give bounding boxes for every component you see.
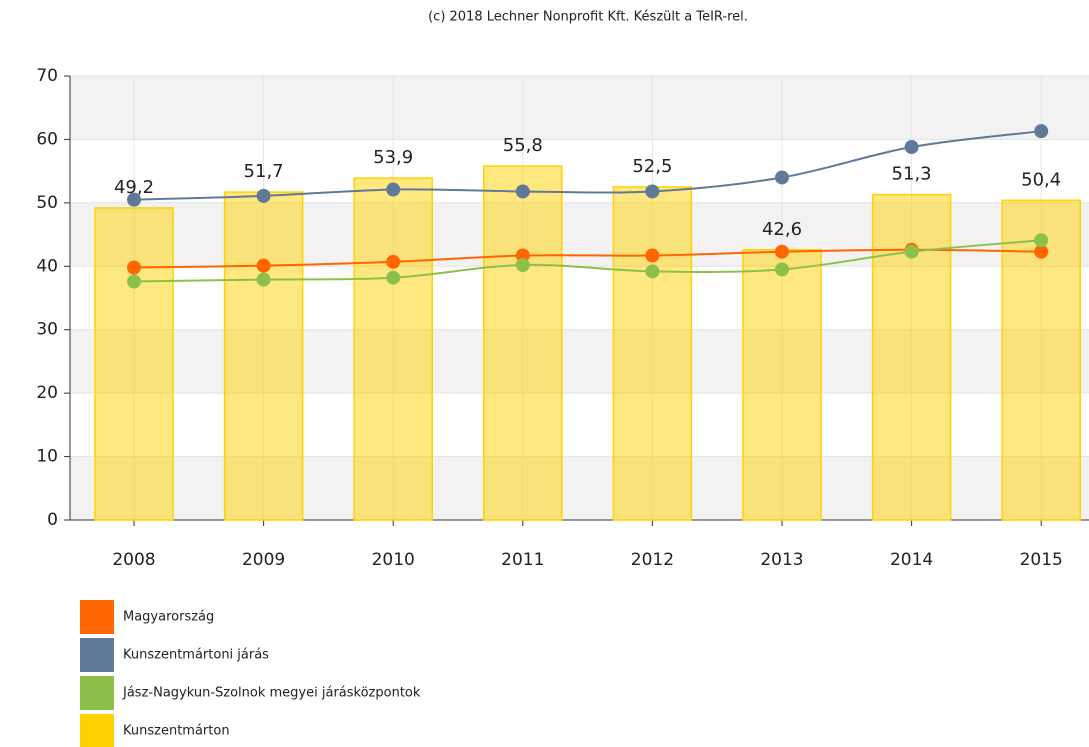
point [904,244,919,259]
bar [742,249,822,521]
point [645,264,660,279]
chart-subtitle: (c) 2018 Lechner Nonprofit Kft. Készült … [428,10,748,25]
y-tick-label: 40 [36,256,58,276]
bar [353,177,433,521]
legend-label: Kunszentmártoni járás [123,648,269,663]
point [515,184,530,199]
point [645,184,660,199]
point [515,258,530,273]
value-label: 50,4 [1021,169,1061,190]
y-tick-label: 60 [36,129,58,149]
value-label: 51,3 [892,164,932,185]
value-label: 49,2 [114,177,154,198]
value-label: 51,7 [244,161,284,182]
point [386,254,401,269]
bar [483,165,563,521]
line [133,248,1042,269]
x-tick-label: 2010 [372,550,415,570]
point [386,182,401,197]
bar [94,207,174,521]
y-tick-label: 10 [36,447,58,467]
x-tick-label: 2009 [242,550,285,570]
legend-swatch [80,676,114,710]
point [127,260,141,275]
line [133,130,1042,201]
legend-swatch [80,714,114,747]
x-tick-label: 2011 [501,550,544,570]
x-tick-label: 2015 [1020,550,1063,570]
point [775,262,789,277]
legend-label: Jász-Nagykun-Szolnok megyei járásközpont… [122,686,421,701]
bar [223,191,304,521]
point [256,188,271,203]
point [386,270,401,285]
point [1034,233,1049,248]
legend-label: Magyarország [123,610,214,625]
line [133,239,1042,283]
grid-band [70,76,1089,140]
x-tick-label: 2008 [112,550,155,570]
point [904,140,919,155]
point [775,170,789,185]
value-label: 42,6 [762,219,802,240]
legend-swatch [80,638,114,672]
point [1034,124,1049,139]
point [127,274,141,289]
point [1034,244,1049,259]
y-tick-label: 50 [36,193,58,213]
value-label: 53,9 [373,147,413,168]
x-tick-label: 2012 [631,550,674,570]
point [256,272,271,287]
value-label: 55,8 [503,135,543,156]
bar [612,186,693,521]
point [256,258,271,273]
y-tick-label: 70 [36,66,58,86]
point [127,192,141,207]
legend-swatch [80,600,114,634]
y-tick-label: 20 [36,383,58,403]
y-tick-label: 30 [36,320,58,340]
point [775,244,789,259]
legend-label: Kunszentmárton [123,724,230,739]
y-tick-label: 0 [47,510,58,530]
x-tick-label: 2013 [760,550,803,570]
x-tick-label: 2014 [890,550,933,570]
point [645,248,660,263]
value-label: 52,5 [632,156,672,177]
